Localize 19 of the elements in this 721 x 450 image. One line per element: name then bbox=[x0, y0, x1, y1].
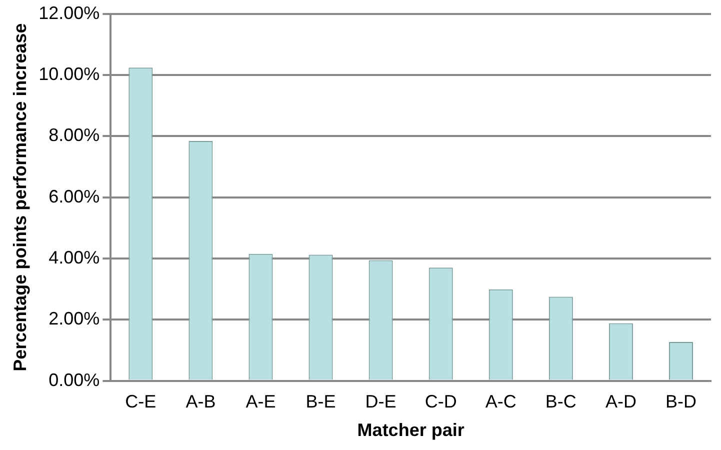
y-tick-label: 12.00% bbox=[38, 2, 100, 23]
x-axis-title: Matcher pair bbox=[357, 420, 464, 440]
y-axis-title: Percentage points performance increase bbox=[10, 23, 30, 372]
y-tick-label: 4.00% bbox=[48, 247, 100, 268]
x-tick-label: C-D bbox=[424, 392, 457, 412]
x-tick-label: B-E bbox=[306, 392, 336, 412]
x-tick-label: C-E bbox=[125, 392, 156, 412]
y-tick-label: 8.00% bbox=[48, 125, 100, 146]
x-tick-label: A-C bbox=[485, 392, 516, 412]
y-tick-label: 10.00% bbox=[38, 64, 100, 84]
y-tick-label: 6.00% bbox=[48, 186, 100, 206]
y-tick-label: 0.00% bbox=[48, 370, 100, 390]
x-tick-label: A-E bbox=[246, 392, 276, 412]
x-tick-label: B-C bbox=[545, 392, 576, 412]
x-tick-label: A-B bbox=[186, 392, 216, 412]
x-tick-label: D-E bbox=[365, 392, 396, 412]
x-tick-label: A-D bbox=[605, 392, 636, 412]
x-tick-label: B-D bbox=[665, 392, 696, 412]
y-tick-label: 2.00% bbox=[48, 308, 100, 329]
